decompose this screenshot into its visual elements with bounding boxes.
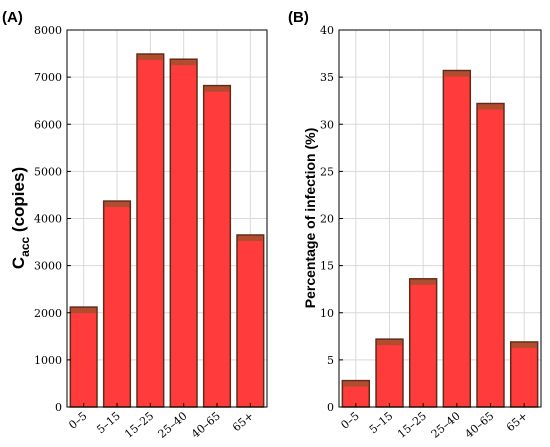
panel-b-label: (B): [288, 9, 309, 26]
panel-a-label: (A): [2, 9, 23, 26]
y-tick-label: 0: [55, 401, 62, 414]
x-tick-label: 65+: [504, 409, 530, 434]
x-tick-label: 15–25: [122, 409, 156, 440]
x-tick-label: 0–5: [66, 409, 89, 431]
bar-2-cap: [104, 202, 130, 208]
y-tick-label: 30: [320, 118, 334, 131]
y-tick-label: 40: [320, 24, 334, 37]
bar-1-cap: [343, 381, 369, 387]
x-tick-label: 5–15: [367, 409, 396, 436]
bar-3-cap: [410, 279, 436, 285]
x-tick-label: 5–15: [94, 409, 123, 436]
bar-3-cap: [138, 55, 163, 61]
y-tick-label: 8000: [34, 24, 62, 37]
y-tick-label: 35: [320, 71, 334, 84]
y-tick-label: 7000: [34, 71, 62, 84]
panel-a-bars: [69, 53, 265, 408]
y-tick-label: 5: [327, 354, 334, 367]
y-tick-label: 5000: [34, 165, 62, 178]
panel-b-axes-box: [338, 29, 542, 408]
bar-2-cap: [377, 340, 402, 346]
panel-b-y-axis-label: Percentage of infection (%): [302, 128, 318, 308]
panel-a-chart: (A) 0 1000 2000 3000 4000 5000 6000 7000 8000 0–…: [2, 9, 268, 441]
x-tick-label: 65+: [230, 409, 256, 434]
bar-4: [442, 69, 472, 408]
panel-a-y-axis-label: Cacc (copies): [9, 167, 32, 269]
panel-a-y-ticks: 0 1000 2000 3000 4000 5000 6000 7000 8000: [34, 24, 71, 414]
y-tick-label: 15: [320, 260, 334, 273]
panel-a-y-axis-label-sub: acc: [18, 236, 32, 256]
y-tick-label: 2000: [34, 307, 62, 320]
panel-a-x-ticks: 0–5 5–15 15–25 25–40 40–65 65+: [66, 403, 256, 441]
bar-2: [102, 200, 132, 408]
bar-6-cap: [511, 342, 537, 348]
y-tick-label: 6000: [34, 118, 62, 131]
bar-1: [69, 306, 98, 408]
bar-2: [375, 338, 404, 408]
bar-5: [476, 102, 505, 408]
x-tick-label: 25–40: [429, 409, 463, 440]
bar-3: [136, 53, 165, 408]
bar-5-cap: [204, 86, 230, 92]
x-tick-label: 0–5: [338, 409, 361, 431]
x-tick-label: 25–40: [156, 409, 190, 440]
panel-b-bars: [341, 69, 539, 408]
x-tick-label: 40–65: [462, 409, 496, 440]
panel-b-chart: (B) 0 5 10 15 20 25 30 35 40 0–5 5–15 15–25 25–40 40…: [288, 9, 542, 441]
y-tick-label: 25: [320, 165, 334, 178]
y-tick-label: 10: [320, 307, 334, 320]
bar-6: [509, 341, 539, 408]
bar-5: [202, 84, 232, 408]
bar-5-cap: [478, 104, 503, 110]
bar-1-cap: [71, 308, 96, 314]
bar-4: [169, 58, 198, 408]
x-tick-label: 40–65: [189, 409, 223, 440]
bar-4-cap: [171, 60, 196, 66]
bar-4-cap: [444, 71, 470, 77]
y-tick-label: 3000: [34, 260, 62, 273]
y-tick-label: 1000: [34, 354, 62, 367]
bar-6-cap: [238, 235, 263, 241]
bar-3: [408, 278, 438, 408]
bar-6: [236, 234, 265, 408]
panel-a-y-axis-label-rest: (copies): [9, 167, 28, 237]
y-tick-label: 20: [320, 213, 334, 226]
x-tick-label: 15–25: [395, 409, 429, 440]
panel-a-y-axis-label-main: C: [9, 257, 28, 269]
panel-a-axes-box: [66, 29, 268, 408]
panel-b-y-ticks: 0 5 10 15 20 25 30 35 40: [320, 24, 343, 414]
panel-b-x-ticks: 0–5 5–15 15–25 25–40 40–65 65+: [338, 403, 530, 441]
y-tick-label: 4000: [34, 213, 62, 226]
y-tick-label: 0: [327, 401, 334, 414]
